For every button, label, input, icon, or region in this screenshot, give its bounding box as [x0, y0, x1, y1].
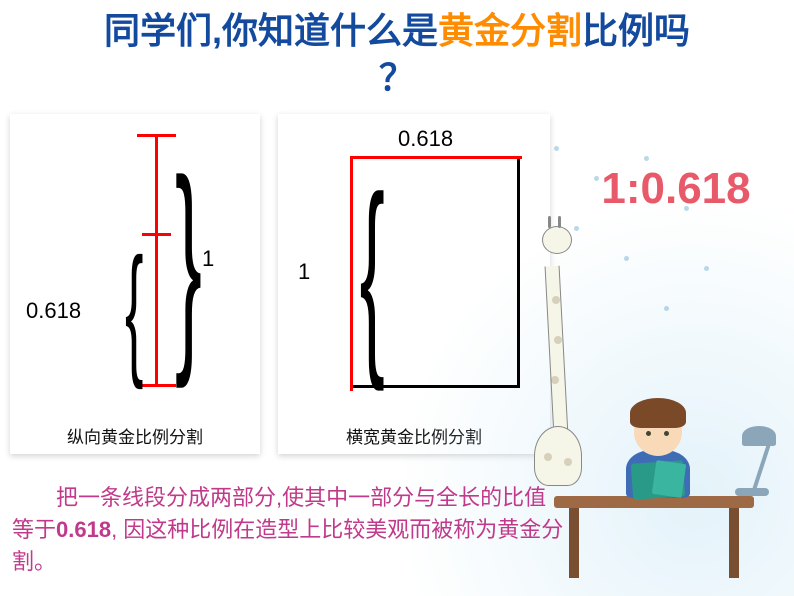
vertical-ratio-panel: } 1 { 0.618 纵向黄金比例分割 [10, 114, 260, 454]
page-title: 同学们,你知道什么是黄金分割比例吗 ？ [0, 0, 794, 102]
brace-full: } [175, 136, 202, 386]
title-highlight: 黄金分割 [438, 10, 582, 51]
right-area: 1:0.618 [568, 114, 784, 214]
vertical-panel-caption: 纵向黄金比例分割 [67, 417, 203, 448]
explanation-text: 把一条线段分成两部分,使其中一部分与全长的比值等于0.618, 因这种比例在造型… [12, 482, 567, 578]
brace-height: { [360, 156, 385, 388]
vertical-line [155, 136, 158, 386]
vertical-ratio-diagram: } 1 { 0.618 [20, 126, 250, 396]
horizontal-ratio-panel: 0.618 { 1 横宽黄金比例分割 [278, 114, 550, 454]
boy-at-desk-illustration [554, 398, 784, 578]
explain-bold: 0.618 [56, 517, 111, 542]
line-cap-middle [142, 233, 171, 236]
title-pre: 同学们,你知道什么是 [104, 10, 438, 51]
label-width: 0.618 [398, 126, 453, 152]
brace-sub: { [125, 233, 143, 385]
title-question-mark: ？ [0, 55, 794, 102]
label-sub-length: 0.618 [26, 298, 81, 324]
ratio-display: 1:0.618 [568, 164, 784, 214]
line-cap-top [137, 134, 176, 137]
label-full-length: 1 [202, 246, 214, 272]
horizontal-ratio-diagram: 0.618 { 1 [288, 126, 540, 404]
horizontal-panel-caption: 横宽黄金比例分割 [346, 417, 482, 448]
title-post: 比例吗 [582, 10, 690, 51]
rect-left-edge [350, 156, 353, 391]
label-height: 1 [298, 259, 310, 285]
